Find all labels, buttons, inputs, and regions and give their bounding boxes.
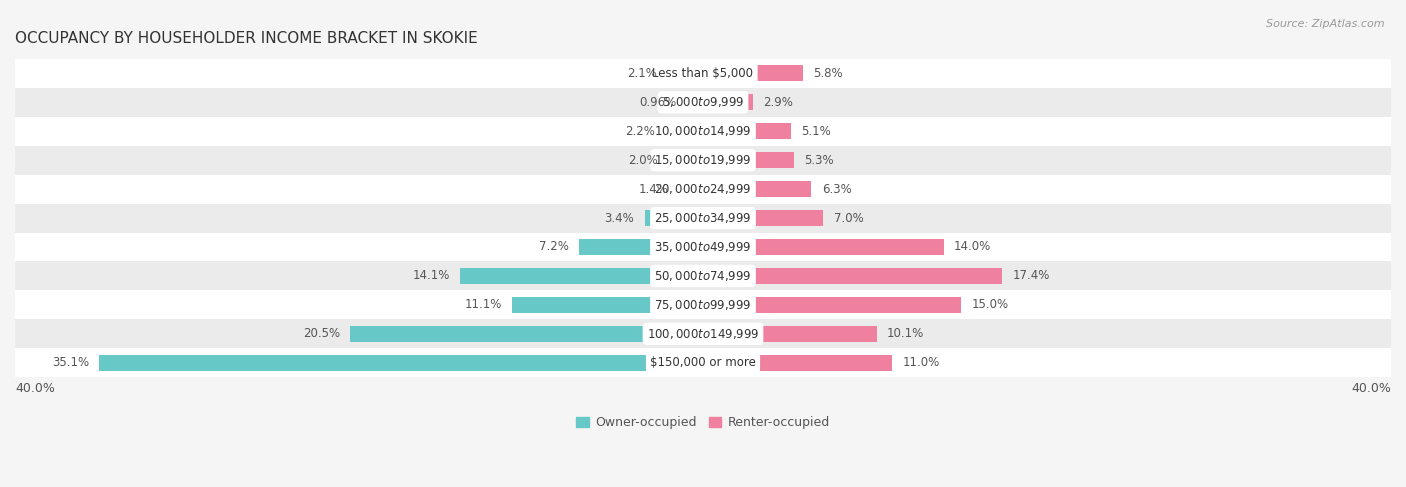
Bar <box>703 268 1002 284</box>
Text: 7.0%: 7.0% <box>834 211 863 225</box>
Text: 5.3%: 5.3% <box>804 154 834 167</box>
Text: Less than $5,000: Less than $5,000 <box>652 67 754 80</box>
Bar <box>686 94 703 110</box>
Text: 14.1%: 14.1% <box>413 269 450 282</box>
Bar <box>679 181 703 197</box>
Bar <box>15 290 1391 319</box>
Text: 2.2%: 2.2% <box>624 125 655 138</box>
Text: $75,000 to $99,999: $75,000 to $99,999 <box>654 298 752 312</box>
Bar <box>703 181 811 197</box>
Text: Source: ZipAtlas.com: Source: ZipAtlas.com <box>1267 19 1385 30</box>
Bar <box>665 123 703 139</box>
Text: 11.0%: 11.0% <box>903 356 939 369</box>
Text: 40.0%: 40.0% <box>1351 381 1391 394</box>
Bar <box>512 297 703 313</box>
Text: 17.4%: 17.4% <box>1012 269 1050 282</box>
Text: $20,000 to $24,999: $20,000 to $24,999 <box>654 182 752 196</box>
Bar <box>100 355 703 371</box>
Text: $150,000 or more: $150,000 or more <box>650 356 756 369</box>
Bar <box>579 239 703 255</box>
Bar <box>15 117 1391 146</box>
Bar <box>644 210 703 226</box>
Bar <box>703 326 877 342</box>
Bar <box>15 348 1391 377</box>
Bar <box>703 65 803 81</box>
Text: 2.9%: 2.9% <box>763 96 793 109</box>
Text: 5.8%: 5.8% <box>813 67 842 80</box>
Text: 0.96%: 0.96% <box>638 96 676 109</box>
Bar <box>703 210 824 226</box>
Text: 40.0%: 40.0% <box>15 381 55 394</box>
Bar <box>703 297 960 313</box>
Bar <box>15 146 1391 175</box>
Text: 15.0%: 15.0% <box>972 299 1008 311</box>
Text: $35,000 to $49,999: $35,000 to $49,999 <box>654 240 752 254</box>
Text: 2.0%: 2.0% <box>628 154 658 167</box>
Bar <box>15 262 1391 290</box>
Bar <box>350 326 703 342</box>
Text: $50,000 to $74,999: $50,000 to $74,999 <box>654 269 752 283</box>
Text: 1.4%: 1.4% <box>638 183 669 196</box>
Bar <box>15 319 1391 348</box>
Bar <box>461 268 703 284</box>
Text: OCCUPANCY BY HOUSEHOLDER INCOME BRACKET IN SKOKIE: OCCUPANCY BY HOUSEHOLDER INCOME BRACKET … <box>15 31 478 46</box>
Bar <box>703 123 790 139</box>
Bar <box>703 239 943 255</box>
Text: 20.5%: 20.5% <box>302 327 340 340</box>
Text: 35.1%: 35.1% <box>52 356 89 369</box>
Text: $10,000 to $14,999: $10,000 to $14,999 <box>654 124 752 138</box>
Text: 5.1%: 5.1% <box>801 125 831 138</box>
Bar <box>15 88 1391 117</box>
Text: $15,000 to $19,999: $15,000 to $19,999 <box>654 153 752 167</box>
Bar <box>669 152 703 168</box>
Text: $5,000 to $9,999: $5,000 to $9,999 <box>662 95 744 109</box>
Bar <box>666 65 703 81</box>
Legend: Owner-occupied, Renter-occupied: Owner-occupied, Renter-occupied <box>571 411 835 434</box>
Text: 7.2%: 7.2% <box>538 241 569 254</box>
Text: 14.0%: 14.0% <box>955 241 991 254</box>
Text: $25,000 to $34,999: $25,000 to $34,999 <box>654 211 752 225</box>
Text: 10.1%: 10.1% <box>887 327 924 340</box>
Text: 6.3%: 6.3% <box>821 183 852 196</box>
Text: 2.1%: 2.1% <box>627 67 657 80</box>
Bar <box>15 59 1391 88</box>
Text: 3.4%: 3.4% <box>605 211 634 225</box>
Bar <box>703 355 893 371</box>
Bar <box>703 94 752 110</box>
Text: $100,000 to $149,999: $100,000 to $149,999 <box>647 327 759 341</box>
Bar <box>15 204 1391 232</box>
Bar <box>703 152 794 168</box>
Text: 11.1%: 11.1% <box>464 299 502 311</box>
Bar <box>15 232 1391 262</box>
Bar <box>15 175 1391 204</box>
